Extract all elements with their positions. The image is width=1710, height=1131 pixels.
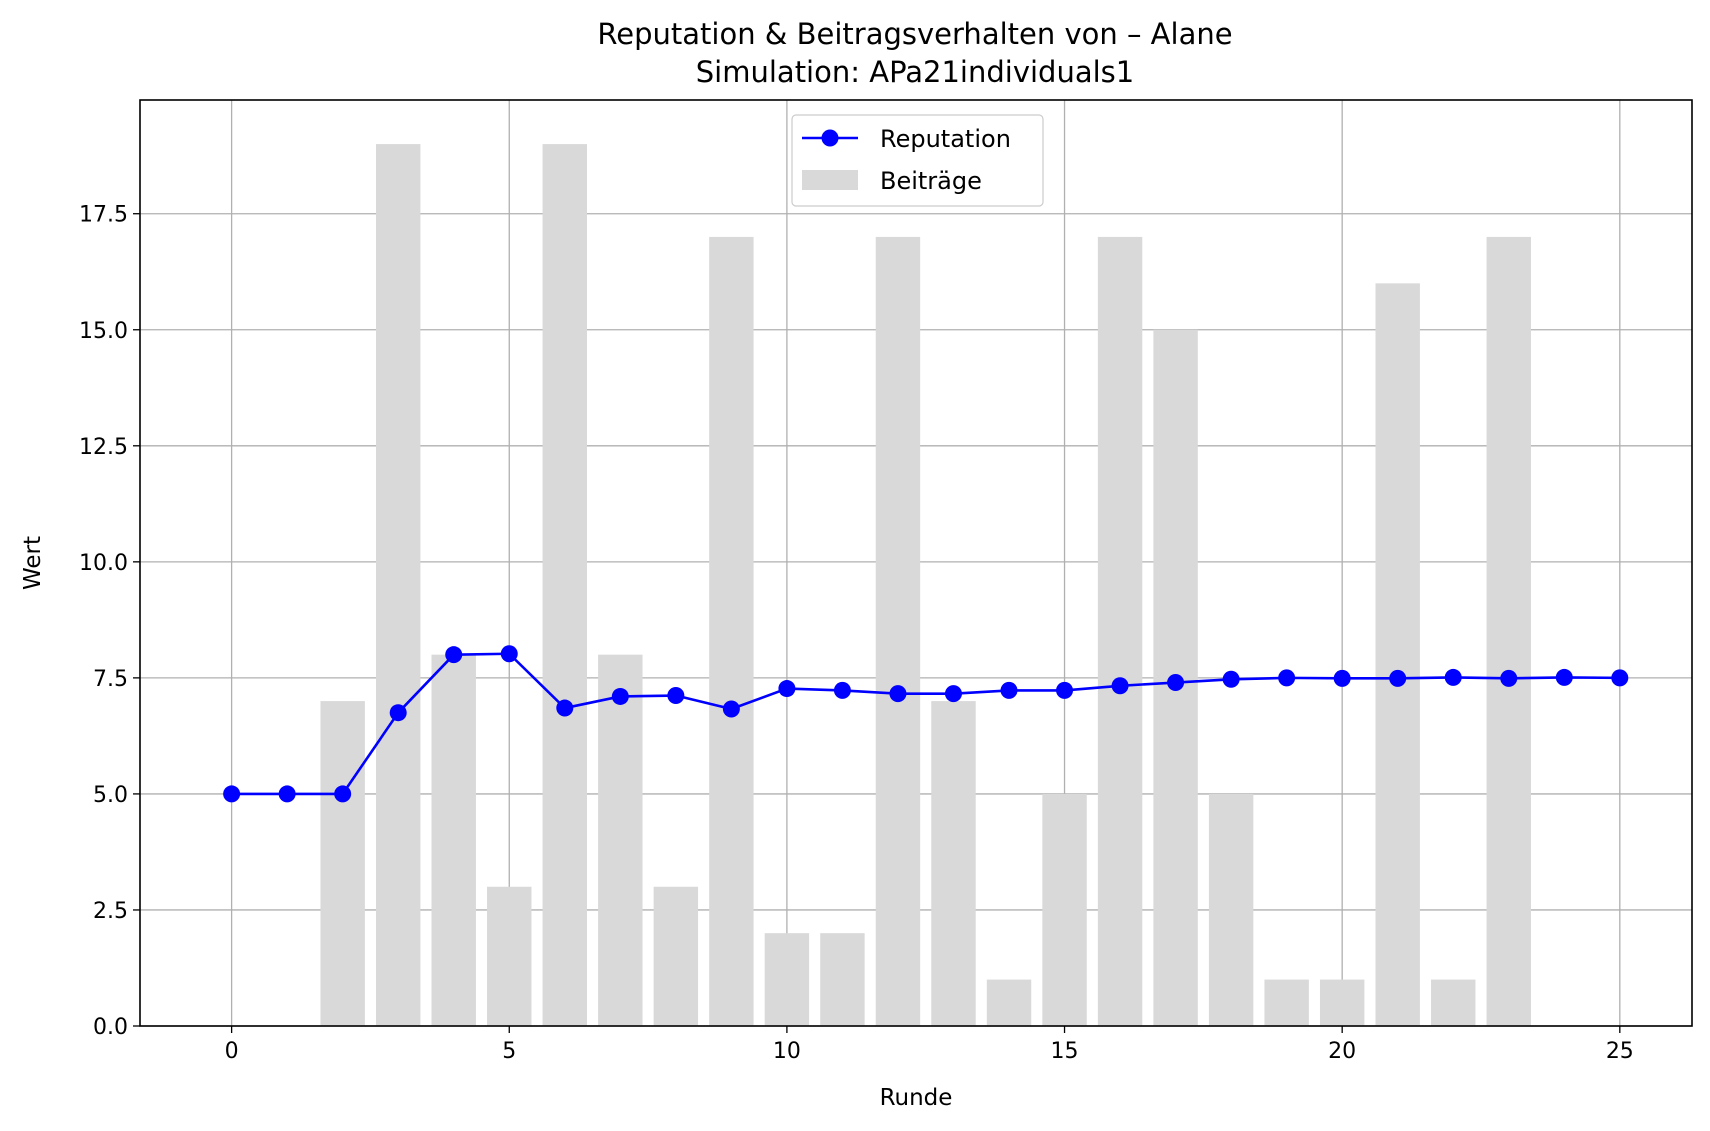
x-axis-label: Runde bbox=[880, 1085, 953, 1111]
reputation-point bbox=[1555, 668, 1573, 686]
y-tick-label: 0.0 bbox=[93, 1015, 128, 1040]
y-tick-label: 12.5 bbox=[79, 435, 128, 460]
beitraege-bar bbox=[931, 701, 976, 1026]
reputation-point bbox=[944, 685, 962, 703]
line-series bbox=[223, 645, 1629, 803]
reputation-point bbox=[556, 699, 574, 717]
beitraege-bar bbox=[487, 886, 532, 1026]
x-tick-label: 20 bbox=[1328, 1039, 1356, 1064]
reputation-point bbox=[223, 785, 241, 803]
beitraege-bar bbox=[1319, 979, 1365, 1026]
y-tick-label: 2.5 bbox=[93, 899, 128, 924]
beitraege-bar bbox=[1042, 793, 1087, 1026]
beitraege-bar bbox=[375, 144, 421, 1027]
beitraege-bar bbox=[431, 654, 476, 1026]
x-tick-label: 5 bbox=[502, 1039, 516, 1064]
beitraege-bar bbox=[875, 236, 921, 1027]
reputation-point bbox=[500, 645, 518, 663]
y-tick-label: 7.5 bbox=[93, 667, 128, 692]
reputation-point bbox=[1222, 670, 1240, 688]
beitraege-bar bbox=[1375, 283, 1420, 1026]
reputation-point bbox=[334, 785, 352, 803]
beitraege-bar bbox=[986, 979, 1032, 1026]
y-tick-label: 17.5 bbox=[79, 203, 128, 228]
reputation-point bbox=[389, 704, 407, 722]
beitraege-bar bbox=[1486, 236, 1531, 1027]
reputation-point bbox=[1000, 681, 1018, 699]
beitraege-bar bbox=[764, 933, 810, 1026]
reputation-point bbox=[1278, 669, 1296, 687]
beitraege-bar bbox=[1097, 236, 1143, 1027]
beitraege-bar bbox=[598, 654, 643, 1026]
reputation-point bbox=[278, 785, 296, 803]
y-tick-label: 10.0 bbox=[79, 551, 128, 576]
reputation-point bbox=[1611, 669, 1629, 687]
beitraege-bar bbox=[709, 236, 754, 1027]
beitraege-bar bbox=[1431, 979, 1476, 1026]
y-axis-label: Wert bbox=[20, 536, 46, 590]
beitraege-bar bbox=[1208, 793, 1254, 1026]
reputation-point bbox=[889, 685, 907, 703]
beitraege-bar bbox=[820, 933, 865, 1026]
reputation-point bbox=[1500, 669, 1518, 687]
x-tick-label: 0 bbox=[225, 1039, 239, 1064]
x-tick-label: 10 bbox=[773, 1039, 801, 1064]
reputation-point bbox=[667, 687, 685, 705]
reputation-point bbox=[1333, 669, 1351, 687]
reputation-point bbox=[1444, 668, 1462, 686]
beitraege-bar bbox=[320, 701, 365, 1026]
x-tick-label: 25 bbox=[1606, 1039, 1634, 1064]
x-tick-label: 15 bbox=[1051, 1039, 1079, 1064]
chart-subtitle: Simulation: APa21individuals1 bbox=[696, 55, 1134, 89]
chart-title: Reputation & Beitragsverhalten von – Ala… bbox=[597, 17, 1232, 51]
y-tick-label: 15.0 bbox=[79, 319, 128, 344]
legend-reputation-label: Reputation bbox=[880, 125, 1011, 153]
reputation-line bbox=[231, 652, 1620, 796]
reputation-point bbox=[833, 681, 851, 699]
plot-frame bbox=[139, 99, 1693, 1027]
reputation-point bbox=[1389, 669, 1407, 687]
reputation-point bbox=[1111, 677, 1129, 695]
axis-ticks: 0 5 10 15 20 25 0.0 2.5 5.0 7.5 10.0 12.5 15.0 17.5 bbox=[79, 203, 1634, 1064]
beitraege-bar bbox=[542, 144, 587, 1027]
bar-series bbox=[320, 144, 1531, 1027]
legend: Reputation Beiträge bbox=[791, 114, 1044, 207]
beitraege-bar bbox=[1264, 979, 1309, 1026]
reputation-point bbox=[1056, 681, 1074, 699]
reputation-point bbox=[611, 687, 629, 705]
reputation-point bbox=[722, 700, 740, 718]
y-tick-label: 5.0 bbox=[93, 783, 128, 808]
reputation-point bbox=[1167, 674, 1185, 692]
beitraege-bar bbox=[653, 886, 699, 1026]
reputation-point bbox=[445, 646, 463, 664]
legend-beitraege-label: Beiträge bbox=[880, 167, 982, 195]
legend-reputation-marker bbox=[821, 129, 839, 147]
legend-beitraege-swatch bbox=[802, 170, 858, 190]
reputation-point bbox=[778, 680, 796, 698]
